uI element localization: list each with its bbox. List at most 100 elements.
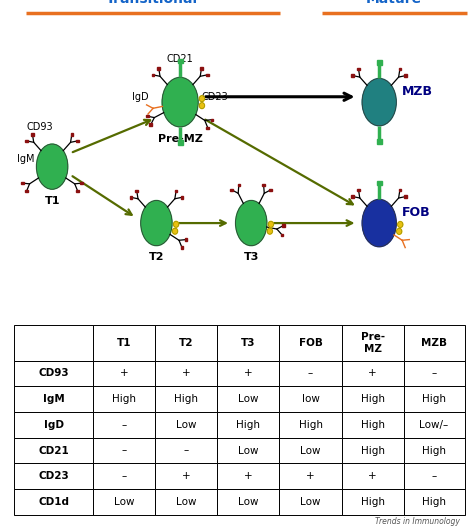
Text: CD21: CD21 <box>167 54 193 64</box>
Bar <box>280 361 342 386</box>
Text: –: – <box>308 368 313 378</box>
Ellipse shape <box>362 199 396 247</box>
Text: CD1d: CD1d <box>38 497 69 507</box>
Text: Low: Low <box>300 497 321 507</box>
Bar <box>217 489 280 515</box>
Bar <box>217 437 280 463</box>
Text: High: High <box>299 420 322 430</box>
Bar <box>342 437 404 463</box>
Ellipse shape <box>36 144 68 189</box>
Bar <box>404 361 465 386</box>
Text: +: + <box>368 368 377 378</box>
FancyBboxPatch shape <box>207 126 209 129</box>
Bar <box>217 325 280 361</box>
FancyBboxPatch shape <box>71 133 73 135</box>
Text: CD23: CD23 <box>38 471 69 481</box>
Ellipse shape <box>141 200 172 245</box>
FancyBboxPatch shape <box>76 190 79 193</box>
Text: MZB: MZB <box>421 338 447 348</box>
Text: T1: T1 <box>45 196 60 206</box>
Text: +: + <box>368 471 377 481</box>
FancyBboxPatch shape <box>399 68 401 70</box>
FancyBboxPatch shape <box>26 140 28 142</box>
Text: IgM: IgM <box>17 153 34 163</box>
Bar <box>155 412 217 437</box>
FancyBboxPatch shape <box>149 123 152 126</box>
Text: Low: Low <box>176 497 197 507</box>
Text: Low: Low <box>238 445 259 455</box>
Bar <box>93 489 155 515</box>
FancyBboxPatch shape <box>230 189 233 191</box>
Text: Low: Low <box>238 497 259 507</box>
Text: –: – <box>121 471 127 481</box>
Text: Low: Low <box>238 394 259 404</box>
Text: High: High <box>361 445 385 455</box>
Bar <box>93 361 155 386</box>
Text: Low: Low <box>114 497 134 507</box>
Bar <box>217 386 280 412</box>
FancyBboxPatch shape <box>181 196 183 198</box>
Bar <box>177 59 182 63</box>
Text: Trends in Immunology: Trends in Immunology <box>375 517 460 526</box>
Text: +: + <box>306 471 315 481</box>
Circle shape <box>173 228 178 234</box>
FancyBboxPatch shape <box>351 75 354 77</box>
Text: High: High <box>112 394 136 404</box>
Text: T3: T3 <box>241 338 255 348</box>
Bar <box>155 361 217 386</box>
Ellipse shape <box>236 200 267 245</box>
Text: MZB: MZB <box>402 85 433 98</box>
Bar <box>217 412 280 437</box>
Text: Low: Low <box>176 420 197 430</box>
Text: High: High <box>174 394 198 404</box>
FancyBboxPatch shape <box>281 234 283 236</box>
Circle shape <box>199 103 205 108</box>
Bar <box>342 361 404 386</box>
Bar <box>14 489 93 515</box>
FancyBboxPatch shape <box>21 182 24 184</box>
Bar <box>404 437 465 463</box>
Bar <box>280 386 342 412</box>
Bar <box>342 463 404 489</box>
Bar <box>155 386 217 412</box>
Text: low: low <box>301 394 319 404</box>
Bar <box>404 412 465 437</box>
Text: CD93: CD93 <box>38 368 69 378</box>
Ellipse shape <box>362 78 396 126</box>
Bar <box>217 463 280 489</box>
Bar <box>155 325 217 361</box>
FancyBboxPatch shape <box>206 74 209 76</box>
Text: Low: Low <box>300 445 321 455</box>
Bar <box>280 325 342 361</box>
Text: CD21: CD21 <box>38 445 69 455</box>
FancyBboxPatch shape <box>152 74 155 76</box>
Bar <box>14 412 93 437</box>
Text: +: + <box>244 471 253 481</box>
Bar <box>177 140 182 145</box>
Bar <box>280 489 342 515</box>
FancyBboxPatch shape <box>269 189 272 191</box>
Text: High: High <box>422 445 446 455</box>
Bar <box>14 386 93 412</box>
Circle shape <box>397 229 402 234</box>
Text: IgM: IgM <box>43 394 64 404</box>
Bar <box>404 463 465 489</box>
Bar <box>93 412 155 437</box>
Text: –: – <box>431 471 437 481</box>
Circle shape <box>173 221 179 227</box>
Text: T3: T3 <box>244 252 259 262</box>
Text: Low/–: Low/– <box>419 420 449 430</box>
FancyBboxPatch shape <box>404 75 407 77</box>
Bar <box>342 325 404 361</box>
Text: CD93: CD93 <box>27 122 54 132</box>
Bar <box>342 412 404 437</box>
Bar <box>377 60 382 65</box>
FancyBboxPatch shape <box>181 247 183 249</box>
Text: –: – <box>121 445 127 455</box>
Text: High: High <box>237 420 260 430</box>
Bar <box>155 463 217 489</box>
Bar <box>404 325 465 361</box>
Text: T1: T1 <box>117 338 131 348</box>
Text: T2: T2 <box>179 338 193 348</box>
Bar <box>93 437 155 463</box>
